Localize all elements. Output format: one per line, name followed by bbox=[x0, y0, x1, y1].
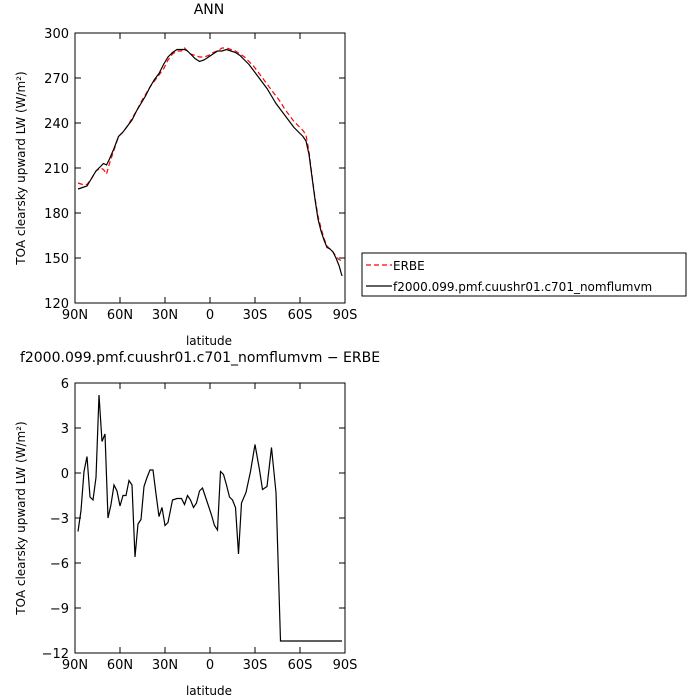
legend: ERBE f2000.099.pmf.cuushr01.c701_nomflum… bbox=[361, 252, 687, 297]
top-plot-frame bbox=[74, 32, 346, 304]
bottom-chart-title: f2000.099.pmf.cuushr01.c701_nomflumvm − … bbox=[20, 350, 380, 366]
top-chart-title: ANN bbox=[194, 2, 225, 18]
bottom-y-tick-label: −12 bbox=[42, 647, 69, 662]
top-x-axis-label: latitude bbox=[186, 334, 232, 348]
top-x-tick-label: 90N bbox=[62, 308, 88, 323]
bottom-y-tick-label: −6 bbox=[50, 557, 69, 572]
top-series-line-1 bbox=[77, 48, 343, 277]
top-x-tick-label: 60N bbox=[107, 308, 133, 323]
top-y-tick-label: 150 bbox=[44, 252, 69, 267]
bottom-x-tick-label: 30N bbox=[152, 658, 178, 673]
top-y-tick-label: 270 bbox=[44, 72, 69, 87]
legend-label-model: f2000.099.pmf.cuushr01.c701_nomflumvm bbox=[393, 280, 652, 294]
top-plot-area bbox=[77, 47, 343, 277]
top-x-tick-label: 30N bbox=[152, 308, 178, 323]
bottom-x-tick-label: 60N bbox=[107, 658, 133, 673]
bottom-y-tick-label: 6 bbox=[61, 377, 69, 392]
top-x-tick-label: 90S bbox=[333, 308, 358, 323]
top-y-axis-label: TOA clearsky upward LW (W/m²) bbox=[14, 71, 28, 265]
bottom-x-tick-label: 60S bbox=[288, 658, 313, 673]
bottom-x-tick-label: 0 bbox=[206, 658, 214, 673]
bottom-x-axis-label: latitude bbox=[186, 684, 232, 698]
bottom-y-tick-label: 3 bbox=[61, 422, 69, 437]
top-x-tick-label: 60S bbox=[288, 308, 313, 323]
top-x-ticks: 90N 60N 30N 0 30S 60S 90S bbox=[62, 33, 358, 323]
top-y-ticks: 120 150 180 210 240 270 300 bbox=[44, 27, 345, 312]
bottom-y-tick-label: −3 bbox=[50, 512, 69, 527]
top-y-tick-label: 180 bbox=[44, 207, 69, 222]
bottom-series-line-0 bbox=[77, 394, 342, 642]
top-x-tick-label: 0 bbox=[206, 308, 214, 323]
bottom-panel: f2000.099.pmf.cuushr01.c701_nomflumvm − … bbox=[14, 350, 380, 698]
top-series-line-0 bbox=[77, 47, 343, 262]
bottom-y-tick-label: −9 bbox=[50, 602, 69, 617]
top-y-tick-label: 300 bbox=[44, 27, 69, 42]
bottom-x-tick-label: 30S bbox=[243, 658, 268, 673]
top-y-tick-label: 210 bbox=[44, 162, 69, 177]
bottom-x-ticks: 90N 60N 30N 0 30S 60S 90S bbox=[62, 383, 358, 673]
top-panel: ANN 90N 60N 30N 0 30S 60S 90S 120 150 180 210 240 2… bbox=[14, 2, 687, 348]
top-y-tick-label: 240 bbox=[44, 117, 69, 132]
bottom-y-tick-label: 0 bbox=[61, 467, 69, 482]
legend-box bbox=[361, 252, 687, 297]
top-x-tick-label: 30S bbox=[243, 308, 268, 323]
top-y-tick-label: 120 bbox=[44, 297, 69, 312]
legend-label-erbe: ERBE bbox=[393, 259, 425, 273]
bottom-y-ticks: −12 −9 −6 −3 0 3 6 bbox=[42, 377, 345, 662]
bottom-plot-area bbox=[77, 394, 342, 642]
bottom-x-tick-label: 90S bbox=[333, 658, 358, 673]
bottom-x-tick-label: 90N bbox=[62, 658, 88, 673]
bottom-y-axis-label: TOA clearsky upward LW (W/m²) bbox=[14, 421, 28, 615]
bottom-plot-frame bbox=[74, 382, 346, 654]
